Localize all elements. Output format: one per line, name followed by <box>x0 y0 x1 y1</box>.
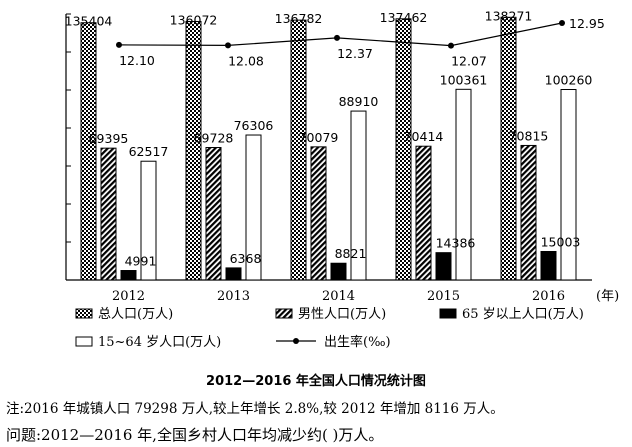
legend-swatch <box>75 336 93 347</box>
x-tick-label: 2014 <box>322 289 355 304</box>
bar <box>80 22 97 281</box>
bar-value-label: 136072 <box>170 12 218 27</box>
legend-swatch <box>75 308 93 319</box>
legend: 总人口(万人) 男性人口(万人) 65 岁以上人口(万人) 15~64 岁人口(万人)… <box>75 307 584 350</box>
legend-marker <box>293 338 299 344</box>
birth-rate-point <box>116 41 122 48</box>
bar <box>395 18 412 281</box>
legend-item: 出生率(‰) <box>276 334 391 350</box>
bar <box>415 145 432 281</box>
bar-value-label: 69728 <box>194 131 234 146</box>
birth-rate-label: 12.95 <box>569 16 605 31</box>
bar <box>500 16 517 281</box>
bar <box>350 110 367 281</box>
chart-title: 2012—2016 年全国人口情况统计图 <box>206 374 426 389</box>
bar-value-label: 135404 <box>65 14 113 29</box>
x-tick-label: 2016 <box>532 289 565 304</box>
bar <box>140 160 157 281</box>
bar-value-label: 138271 <box>485 8 533 23</box>
legend-label: 总人口(万人) <box>98 307 173 322</box>
birth-rate-label: 12.10 <box>119 53 155 68</box>
legend-label: 15~64 岁人口(万人) <box>98 335 221 350</box>
bar <box>120 270 137 281</box>
question-text: 问题:2012—2016 年,全国乡村人口年均减少约( )万人。 <box>6 426 384 444</box>
bar-value-label: 8821 <box>335 246 367 261</box>
birth-rate-label: 12.37 <box>337 46 373 61</box>
bar-value-label: 15003 <box>541 234 581 249</box>
bar-value-label: 69395 <box>89 131 129 146</box>
bar-value-label: 6368 <box>230 251 262 266</box>
bar <box>245 134 262 281</box>
birth-rate-label: 12.08 <box>228 53 264 68</box>
bar-value-label: 62517 <box>129 144 169 159</box>
bars <box>80 16 577 281</box>
bar <box>455 88 472 281</box>
bar-value-label: 136782 <box>275 11 323 26</box>
birth-rate-point <box>559 20 565 26</box>
birth-rate-label: 12.07 <box>451 54 487 69</box>
legend-label: 男性人口(万人) <box>298 307 386 322</box>
legend-swatch <box>275 308 293 319</box>
bar <box>100 147 117 281</box>
bar-value-label: 137462 <box>380 10 428 25</box>
bar-value-label: 14386 <box>436 236 476 251</box>
chart-note: 注:2016 年城镇人口 79298 万人,较上年增长 2.8%,较 2012 … <box>6 401 504 417</box>
bar <box>205 147 222 281</box>
bar <box>185 20 202 281</box>
x-tick-label: 2015 <box>427 289 460 304</box>
legend-swatch <box>439 308 457 319</box>
x-tick-label: 2013 <box>217 289 250 304</box>
legend-item: 65 岁以上人口(万人) <box>439 307 584 322</box>
legend-item: 15~64 岁人口(万人) <box>75 335 221 350</box>
bar <box>290 19 307 281</box>
bar-value-label: 4991 <box>125 254 157 269</box>
x-unit-label: (年) <box>596 289 619 304</box>
bar-value-label: 88910 <box>339 94 379 109</box>
bar <box>560 89 577 281</box>
bar-value-label: 70414 <box>404 129 444 144</box>
x-tick-label: 2012 <box>112 289 145 304</box>
birth-rate-point <box>448 42 454 49</box>
legend-item: 男性人口(万人) <box>275 307 386 322</box>
birth-rate-line <box>116 20 565 49</box>
legend-label: 出生率(‰) <box>324 334 391 350</box>
bar <box>520 144 537 281</box>
bar-value-label: 70815 <box>509 128 549 143</box>
bar <box>435 252 452 281</box>
bar <box>225 267 242 281</box>
bar-value-label: 100260 <box>545 73 593 88</box>
bar-value-label: 100361 <box>440 72 488 87</box>
birth-rate-point <box>225 42 231 49</box>
bar-value-label: 70079 <box>299 130 339 145</box>
legend-label: 65 岁以上人口(万人) <box>462 307 584 322</box>
data-labels: 135404 136072 136782 137462 138271 69395 69728… <box>65 8 605 268</box>
bar <box>310 146 327 281</box>
legend-item: 总人口(万人) <box>75 307 173 322</box>
bar-value-label: 76306 <box>234 118 274 133</box>
birth-rate-point <box>334 34 340 41</box>
bar <box>330 262 347 281</box>
population-chart: 2012 2013 2014 2015 2016 (年) 135404 136072 1367… <box>65 8 620 350</box>
bar <box>540 250 557 281</box>
